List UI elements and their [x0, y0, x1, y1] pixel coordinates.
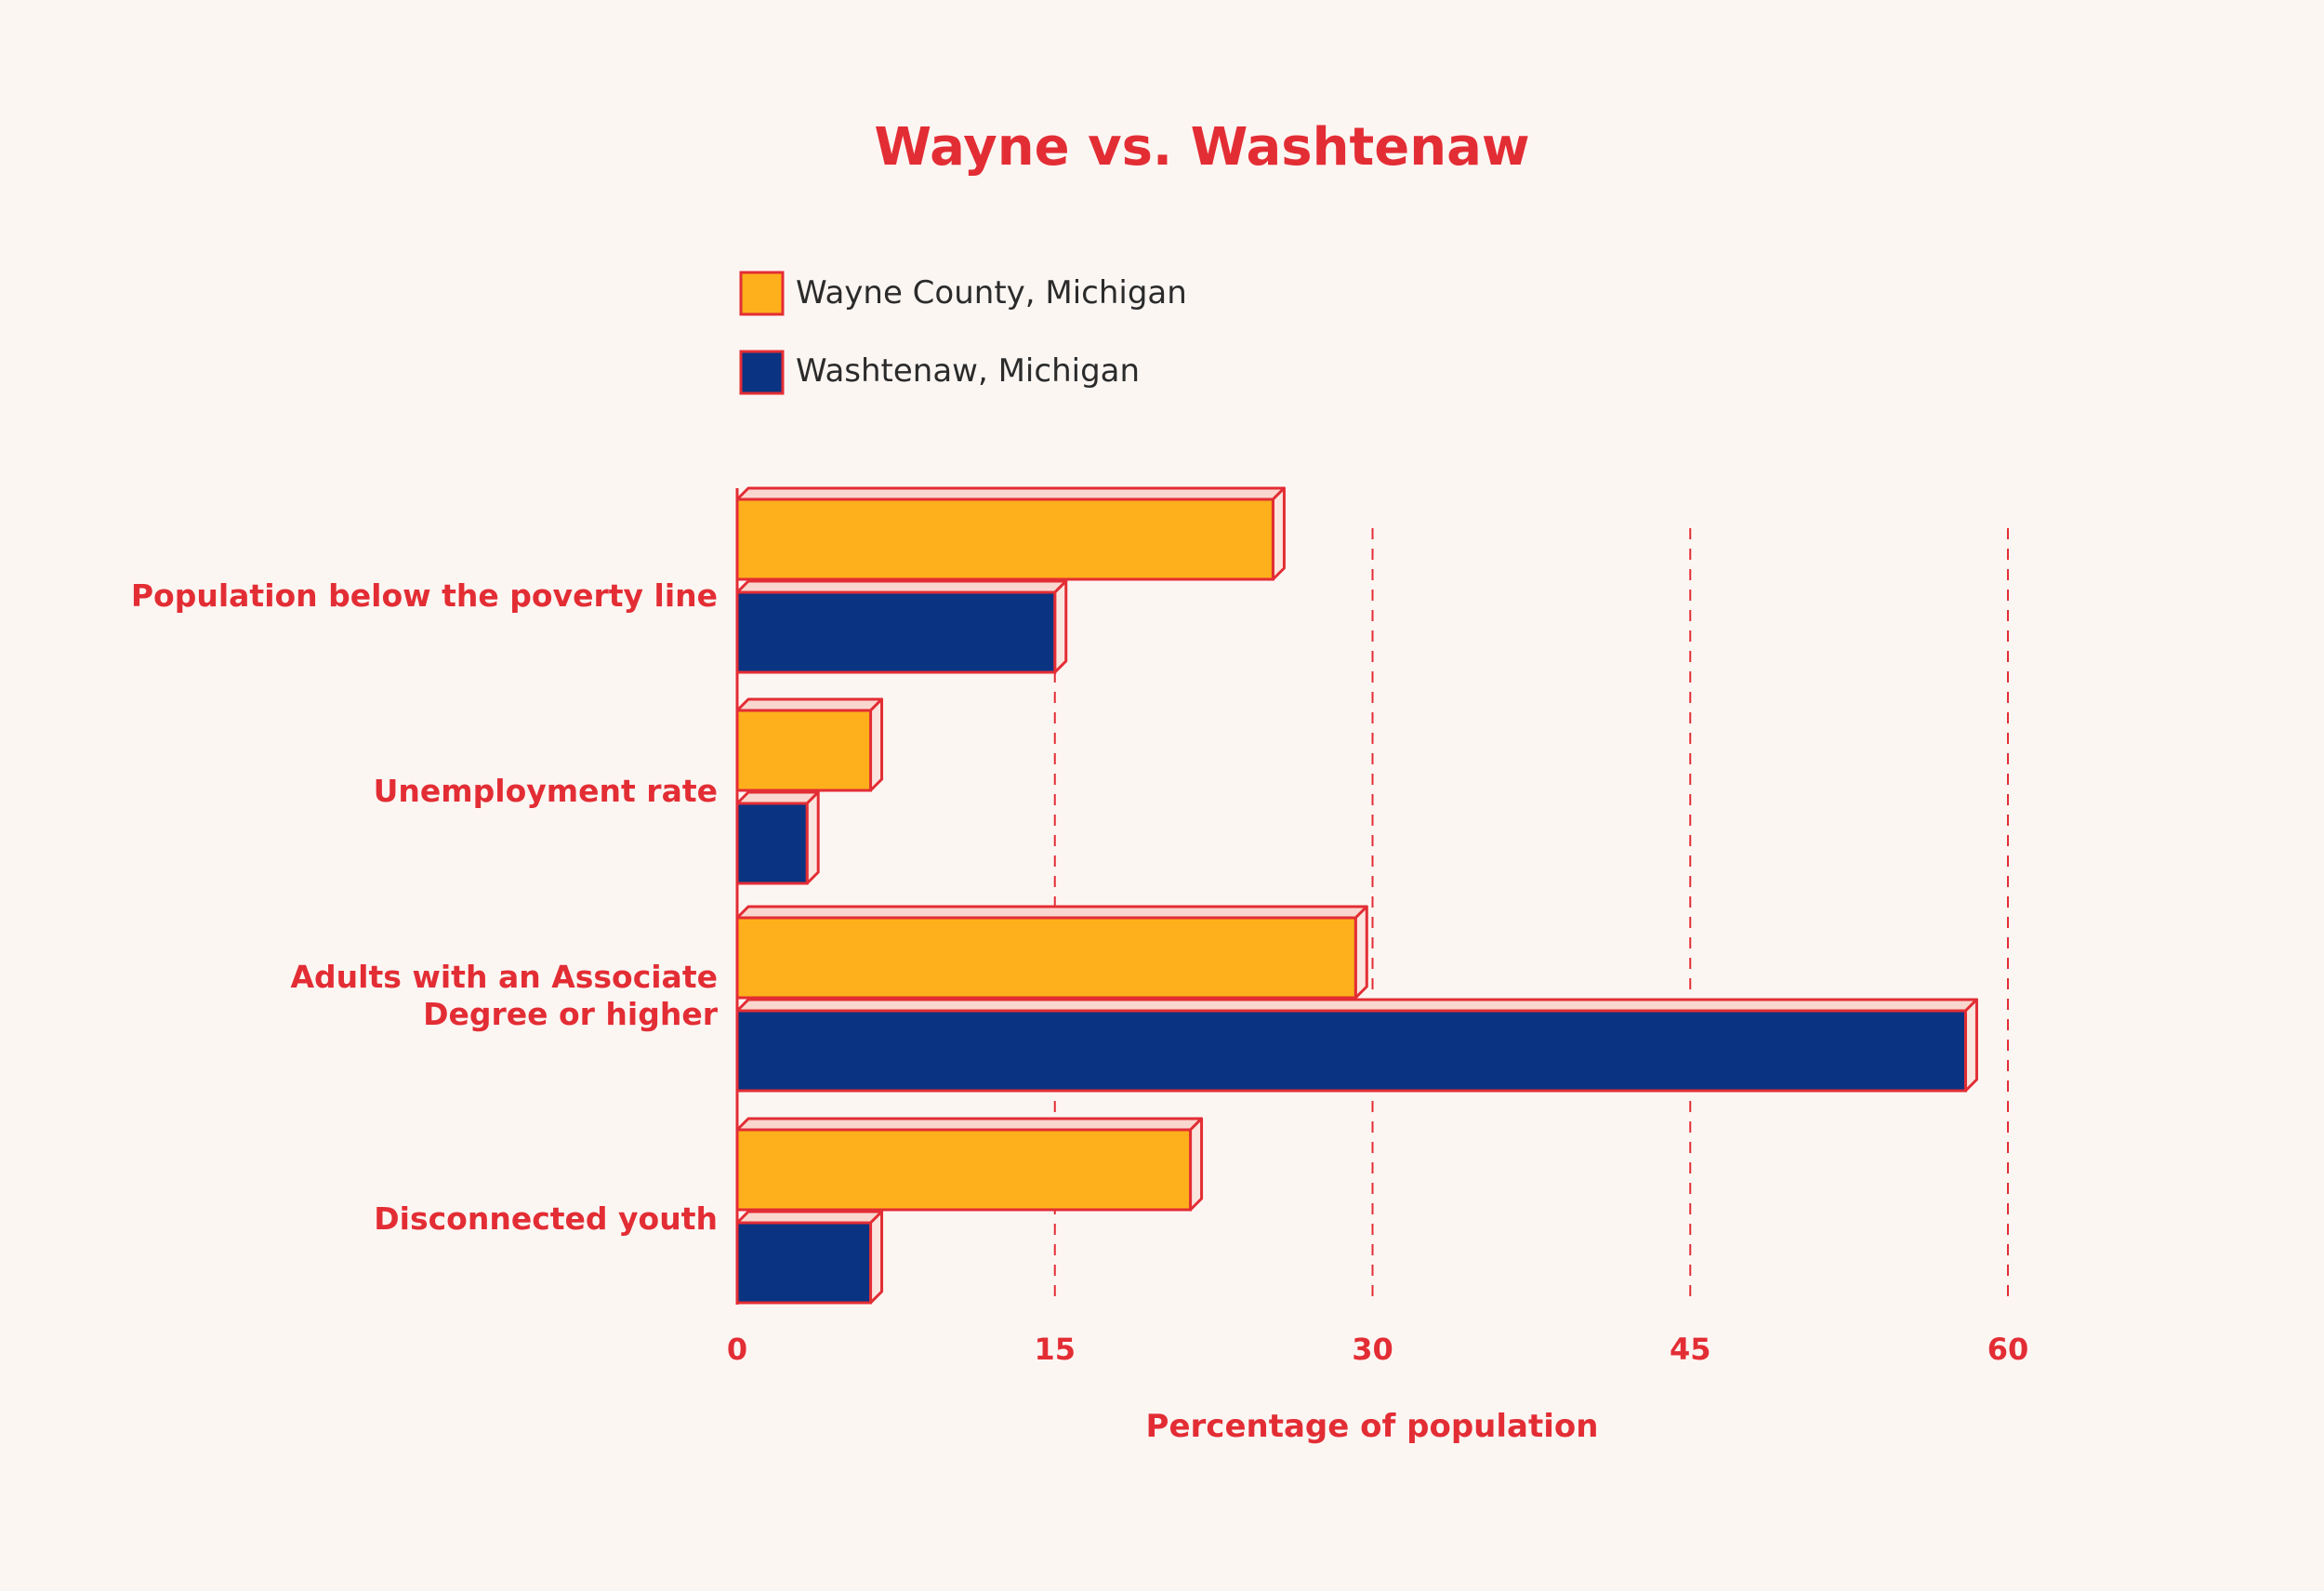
bar-front-face: [735, 1221, 873, 1305]
x-tick-label: 30: [1352, 1332, 1393, 1367]
bar: [735, 905, 1368, 1000]
bar: [735, 486, 1286, 581]
category-label: Population below the poverty line: [131, 577, 718, 614]
bar-side-face: [1053, 579, 1068, 674]
bar: [735, 579, 1068, 674]
bar-top-face: [735, 905, 1368, 920]
legend-label-washtenaw: Washtenaw, Michigan: [796, 352, 1140, 390]
chart-title: Wayne vs. Washtenaw: [874, 117, 1529, 178]
bar-side-face: [1963, 998, 1978, 1093]
category-label: Disconnected youth: [374, 1200, 718, 1237]
category-label: Unemployment rate: [374, 773, 718, 809]
bar-front-face: [735, 709, 873, 792]
x-axis-ticks: 0 15 30 45 60: [727, 1332, 2028, 1367]
bar-top-face: [735, 697, 884, 712]
x-tick-label: 45: [1670, 1332, 1711, 1367]
legend-label-wayne: Wayne County, Michigan: [796, 274, 1187, 312]
bar: [735, 998, 1978, 1093]
bar-front-face: [735, 497, 1274, 581]
bar-front-face: [735, 1009, 1967, 1093]
bar-side-face: [869, 1210, 884, 1305]
bar: [735, 790, 820, 885]
bar-side-face: [869, 697, 884, 792]
x-tick-label: 60: [1987, 1332, 2029, 1367]
bar-top-face: [735, 790, 820, 805]
bar-side-face: [805, 790, 820, 885]
bar-side-face: [1189, 1117, 1204, 1212]
bar: [735, 1117, 1204, 1212]
bar: [735, 1210, 884, 1305]
bar-front-face: [735, 802, 809, 885]
legend-swatch-washtenaw: [739, 350, 785, 395]
x-tick-label: 15: [1034, 1332, 1076, 1367]
bar-top-face: [735, 1210, 884, 1225]
bar-top-face: [735, 1117, 1204, 1132]
bar-top-face: [735, 579, 1068, 594]
bar-top-face: [735, 998, 1978, 1013]
category-labels: Population below the poverty line Unemplo…: [131, 577, 719, 1237]
bar-front-face: [735, 1128, 1193, 1212]
bar: [735, 697, 884, 792]
bar-side-face: [1271, 486, 1286, 581]
category-label: Adults with an Associate: [291, 959, 718, 995]
x-tick-label: 0: [727, 1332, 747, 1367]
bar-side-face: [1353, 905, 1368, 1000]
x-axis-label: Percentage of population: [1146, 1408, 1599, 1445]
legend: Wayne County, Michigan Washtenaw, Michig…: [739, 271, 1187, 395]
bar-front-face: [735, 916, 1357, 1000]
category-label: Degree or higher: [423, 996, 719, 1032]
bars: [735, 486, 1978, 1305]
bar-top-face: [735, 486, 1286, 501]
bar-front-face: [735, 590, 1057, 674]
legend-swatch-wayne: [739, 271, 785, 316]
